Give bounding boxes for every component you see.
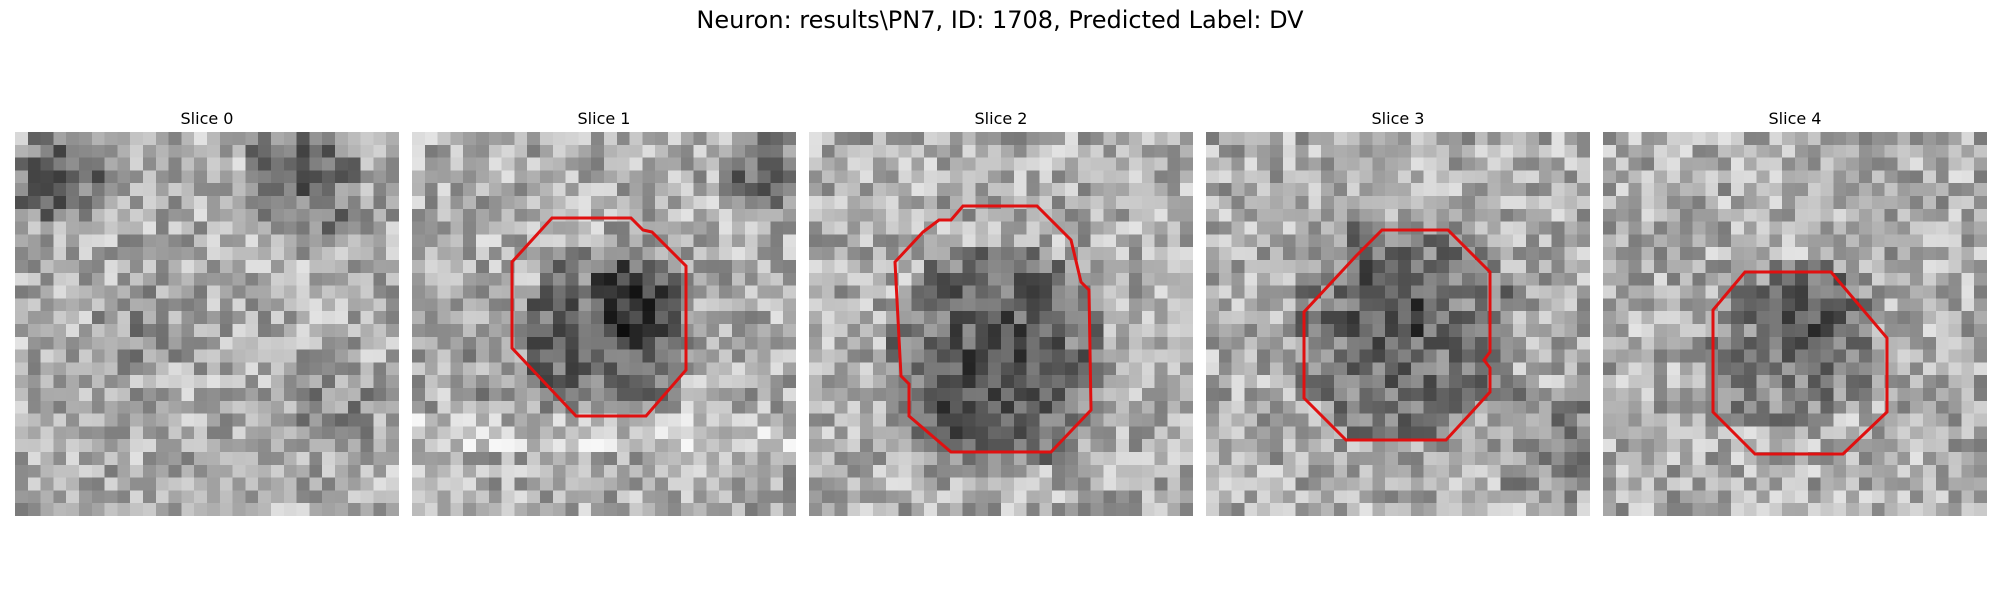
figure-title: Neuron: results\PN7, ID: 1708, Predicted… <box>696 6 1304 34</box>
slice-panel-2: Slice 2 <box>809 108 1193 516</box>
slice-title: Slice 4 <box>1768 109 1822 128</box>
slice-image-wrap <box>1603 132 1987 516</box>
contour-overlay <box>1711 270 1889 456</box>
slice-image <box>15 132 399 516</box>
slice-panel-3: Slice 3 <box>1206 108 1590 516</box>
slice-panel-4: Slice 4 <box>1603 108 1987 516</box>
slice-image-wrap <box>412 132 796 516</box>
slice-image-wrap <box>15 132 399 516</box>
roi-contour <box>893 204 1093 454</box>
roi-contour <box>1302 228 1492 442</box>
slice-title: Slice 2 <box>974 109 1028 128</box>
slice-image <box>1206 132 1590 516</box>
slice-image <box>412 132 796 516</box>
slice-title: Slice 3 <box>1371 109 1425 128</box>
contour-overlay <box>1302 228 1492 442</box>
slice-image-wrap <box>1206 132 1590 516</box>
slice-panel-1: Slice 1 <box>412 108 796 516</box>
slice-image-wrap <box>809 132 1193 516</box>
slice-image <box>1603 132 1987 516</box>
slice-title: Slice 1 <box>577 109 631 128</box>
contour-overlay <box>893 204 1093 454</box>
roi-contour <box>510 216 688 418</box>
slice-title: Slice 0 <box>180 109 234 128</box>
roi-contour <box>1711 270 1889 456</box>
contour-overlay <box>510 216 688 418</box>
slice-panel-0: Slice 0 <box>15 108 399 516</box>
